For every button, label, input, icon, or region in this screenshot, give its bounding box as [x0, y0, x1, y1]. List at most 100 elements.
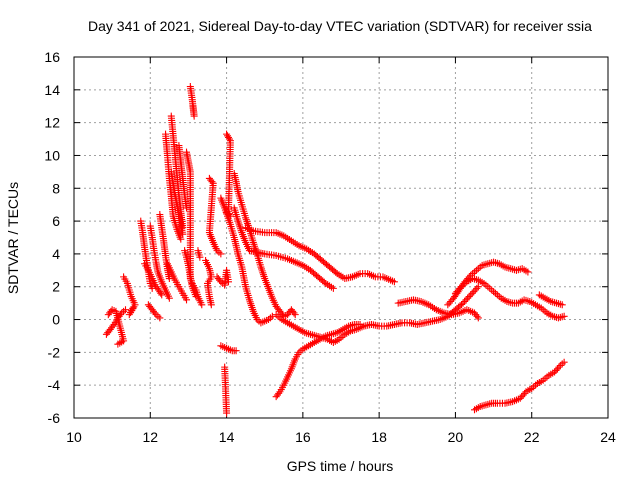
y-tick-label: 16 [44, 49, 60, 65]
x-tick-label: 18 [371, 429, 387, 445]
data-point [473, 312, 481, 320]
data-point [156, 314, 164, 322]
data-point [474, 314, 482, 322]
series-arc-l [175, 142, 191, 212]
data-point [232, 347, 240, 355]
data-point [290, 309, 298, 317]
x-tick-label: 10 [66, 429, 82, 445]
data-point [158, 291, 166, 299]
data-point [217, 250, 225, 258]
series-arc-ab [272, 283, 482, 347]
data-point [275, 389, 283, 397]
chart-title: Day 341 of 2021, Sidereal Day-to-day VTE… [88, 18, 592, 34]
series-arc-ac [272, 320, 364, 401]
y-tick-label: 14 [44, 82, 60, 98]
x-axis-title: GPS time / hours [287, 458, 394, 474]
data-point [223, 409, 231, 417]
y-tick-label: -2 [48, 344, 61, 360]
data-point [467, 291, 475, 299]
y-tick-label: -6 [48, 410, 61, 426]
data-point [198, 301, 206, 309]
data-point [196, 253, 204, 261]
series-arc-e [141, 260, 166, 299]
y-tick-label: 4 [52, 246, 60, 262]
series-arc-z [230, 204, 337, 292]
series-arc-o [186, 83, 198, 120]
series-arc-af [451, 275, 568, 322]
series-arc-k [167, 168, 187, 238]
data-point [465, 293, 473, 301]
x-tick-label: 16 [295, 429, 311, 445]
data-point [459, 299, 467, 307]
data-point [462, 296, 470, 304]
data-point [109, 322, 117, 330]
data-point [458, 300, 466, 308]
y-axis-title: SDTVAR / TECUs [5, 182, 21, 294]
series-arc-y [230, 170, 299, 320]
data-point [189, 102, 197, 110]
y-tick-label: 6 [52, 213, 60, 229]
data-point [560, 358, 568, 366]
series-arc-x [217, 194, 276, 327]
data-point [464, 294, 472, 302]
data-points [102, 83, 568, 417]
series-arc-h [144, 301, 164, 322]
data-point [207, 301, 215, 309]
data-point [560, 312, 568, 320]
series-arc-b [104, 306, 128, 348]
data-point [225, 135, 233, 143]
series-arc-p [183, 148, 206, 309]
series-arc-s [202, 256, 215, 309]
x-tick-label: 20 [448, 429, 464, 445]
series-arc-c [120, 273, 139, 319]
data-point [177, 235, 185, 243]
y-tick-label: 2 [52, 279, 60, 295]
y-tick-label: 0 [52, 312, 60, 328]
data-point [165, 294, 173, 302]
data-point [151, 309, 159, 317]
data-point [183, 296, 191, 304]
y-tick-label: 10 [44, 147, 60, 163]
data-point [224, 278, 232, 286]
plot-frame [73, 56, 609, 419]
grid-lines [74, 57, 608, 418]
x-tick-label: 24 [600, 429, 616, 445]
data-point [179, 230, 187, 238]
series-arc-aa [242, 224, 398, 286]
data-point [555, 363, 563, 371]
data-point [356, 320, 364, 328]
axis-ticks [73, 56, 609, 419]
data-point [390, 278, 398, 286]
data-point [216, 276, 224, 284]
data-point [471, 286, 479, 294]
y-tick-label: 8 [52, 180, 60, 196]
data-point [157, 289, 165, 297]
data-point [558, 301, 566, 309]
series-arc-u [217, 342, 240, 355]
series-arc-r [205, 174, 225, 258]
x-tick-label: 22 [524, 429, 540, 445]
x-tick-label: 14 [219, 429, 235, 445]
data-point [329, 284, 337, 292]
series-arc-ad [394, 296, 482, 322]
data-point [291, 311, 299, 319]
data-point [121, 306, 129, 314]
series-arc-m [163, 260, 191, 304]
series-arc-ag [535, 291, 566, 309]
y-tick-label: -4 [48, 377, 61, 393]
data-point [473, 284, 481, 292]
series-arc-t [213, 266, 232, 289]
data-point [474, 283, 482, 291]
data-point [208, 178, 216, 186]
series-arc-ah [471, 358, 568, 414]
data-point [468, 289, 476, 297]
y-tick-label: 12 [44, 115, 60, 131]
x-tick-label: 12 [142, 429, 158, 445]
x-tick-labels: 10 12 14 16 18 20 22 24 [66, 429, 616, 445]
y-tick-labels: -6 -4 -2 0 2 4 6 8 10 12 14 16 [44, 49, 60, 426]
data-point [524, 268, 532, 276]
series-arc-v [221, 363, 231, 417]
series-arc-f [146, 222, 173, 302]
data-point [114, 340, 122, 348]
